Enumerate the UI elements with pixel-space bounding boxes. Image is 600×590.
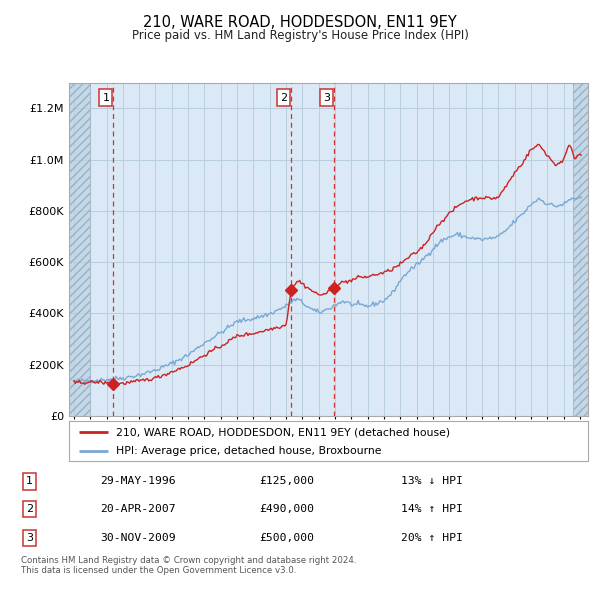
Text: HPI: Average price, detached house, Broxbourne: HPI: Average price, detached house, Brox… xyxy=(116,445,381,455)
Text: 14% ↑ HPI: 14% ↑ HPI xyxy=(401,504,463,514)
Bar xyxy=(69,83,90,416)
Text: This data is licensed under the Open Government Licence v3.0.: This data is licensed under the Open Gov… xyxy=(21,566,296,575)
Text: 1: 1 xyxy=(103,93,109,103)
Text: 3: 3 xyxy=(26,533,33,543)
Bar xyxy=(574,83,588,416)
Text: 3: 3 xyxy=(323,93,330,103)
Text: 13% ↓ HPI: 13% ↓ HPI xyxy=(401,477,463,487)
Text: 2: 2 xyxy=(280,93,287,103)
Text: 1: 1 xyxy=(26,477,33,487)
Bar xyxy=(574,83,588,416)
Text: Price paid vs. HM Land Registry's House Price Index (HPI): Price paid vs. HM Land Registry's House … xyxy=(131,30,469,42)
Text: 30-NOV-2009: 30-NOV-2009 xyxy=(100,533,176,543)
Text: 20% ↑ HPI: 20% ↑ HPI xyxy=(401,533,463,543)
Text: 29-MAY-1996: 29-MAY-1996 xyxy=(100,477,176,487)
Bar xyxy=(69,83,90,416)
Text: £490,000: £490,000 xyxy=(259,504,314,514)
Text: 20-APR-2007: 20-APR-2007 xyxy=(100,504,176,514)
Text: £125,000: £125,000 xyxy=(259,477,314,487)
Text: Contains HM Land Registry data © Crown copyright and database right 2024.: Contains HM Land Registry data © Crown c… xyxy=(21,556,356,565)
Text: 210, WARE ROAD, HODDESDON, EN11 9EY: 210, WARE ROAD, HODDESDON, EN11 9EY xyxy=(143,15,457,30)
Text: 2: 2 xyxy=(26,504,33,514)
Text: 210, WARE ROAD, HODDESDON, EN11 9EY (detached house): 210, WARE ROAD, HODDESDON, EN11 9EY (det… xyxy=(116,427,450,437)
Text: £500,000: £500,000 xyxy=(259,533,314,543)
